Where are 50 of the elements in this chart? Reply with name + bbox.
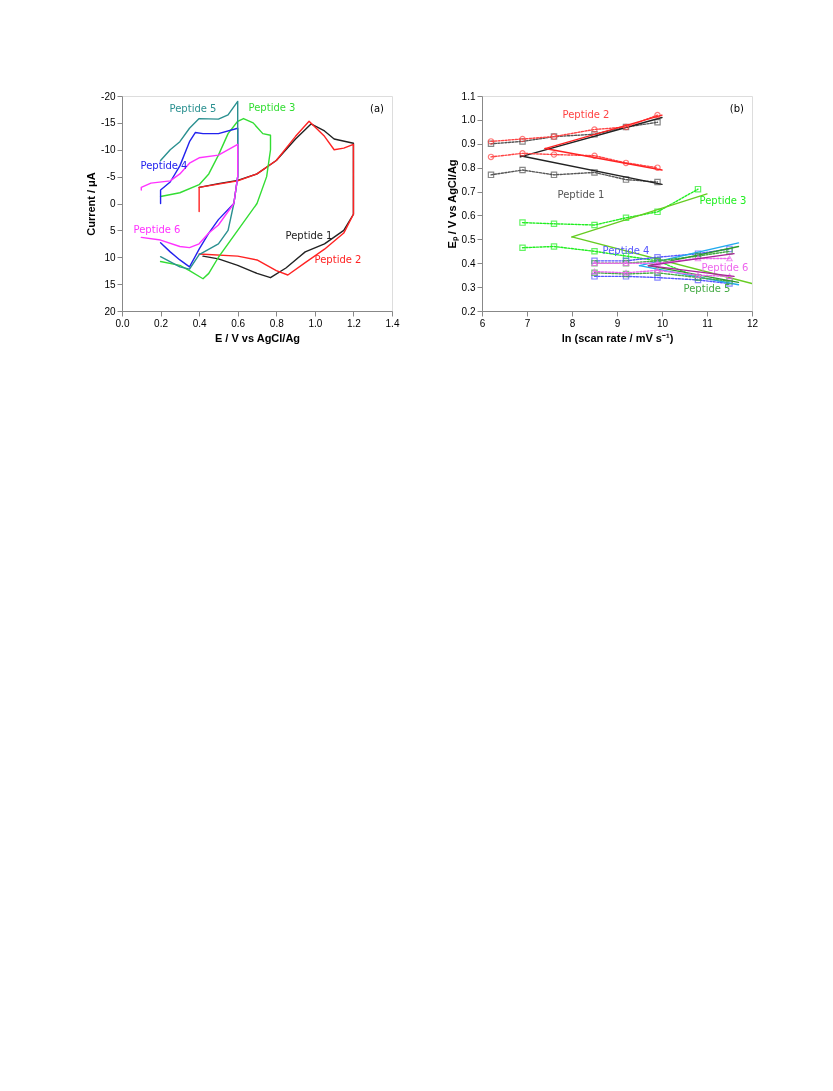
x-tick-label: 0.6 (231, 317, 246, 329)
y-tick-label: 5 (109, 224, 116, 236)
x-tick-label: 1.2 (346, 317, 362, 329)
series-label: Peptide 1 (285, 230, 333, 241)
series-label: Peptide 2 (562, 109, 610, 120)
y-axis-title: Eₚ / V vs AgCl/Ag (445, 159, 459, 249)
y-tick-label: -20 (101, 90, 116, 102)
y-tick-label: 0.8 (461, 162, 476, 174)
x-tick-label: 0.0 (115, 317, 130, 329)
y-tick-label: 15 (104, 278, 116, 290)
x-tick-label: 7 (524, 317, 531, 329)
x-tick-label: 6 (479, 317, 486, 329)
series-label: Peptide 2 (314, 254, 362, 265)
y-tick-label: 20 (104, 305, 116, 317)
y-tick-label: 0.6 (461, 209, 476, 221)
y-tick-label: 0.3 (461, 281, 476, 293)
x-tick-label: 0.2 (154, 317, 169, 329)
x-tick-label: 0.8 (269, 317, 285, 329)
text: Peptide 5 (683, 283, 731, 294)
x-tick-label: 1.4 (385, 317, 400, 329)
annotation: (a) (370, 103, 385, 114)
series-label: Peptide 6 (133, 224, 181, 235)
series-label: Peptide 5 (169, 103, 217, 114)
series-label: Peptide 6 (701, 262, 749, 273)
series-label: Peptide 3 (248, 102, 296, 113)
y-tick-label: 10 (104, 251, 116, 263)
y-tick-label: 0.2 (461, 305, 476, 317)
x-tick-label: 1.0 (308, 317, 323, 329)
x-tick-label: 10 (656, 317, 669, 329)
x-axis-title: E / V vs AgCl/Ag (214, 331, 301, 344)
x-axis-title: ln (scan rate / mV s⁻¹) (561, 331, 674, 344)
annotation: (b) (729, 103, 745, 114)
y-tick-label: 0.4 (461, 257, 476, 269)
x-tick-label: 8 (569, 317, 576, 329)
y-axis-title: Current / μA (85, 172, 98, 236)
y-tick-label: 0.5 (461, 233, 476, 245)
x-tick-label: 0.4 (192, 317, 208, 329)
y-tick-label: 1.0 (461, 114, 476, 126)
y-tick-label: -5 (106, 171, 116, 183)
x-tick-label: 11 (702, 317, 714, 329)
x-tick-label: 9 (614, 317, 621, 329)
y-tick-label: 0.7 (461, 186, 476, 198)
y-tick-label: 0.9 (461, 138, 476, 150)
y-tick-label: -10 (101, 144, 116, 156)
y-tick-label: 1.1 (461, 90, 476, 102)
text: Peptide 1 (557, 189, 605, 200)
series-label: Peptide 3 (699, 195, 747, 206)
y-tick-label: 0 (109, 198, 116, 209)
x-tick-label: 12 (746, 317, 759, 329)
y-tick-label: -15 (101, 117, 116, 129)
